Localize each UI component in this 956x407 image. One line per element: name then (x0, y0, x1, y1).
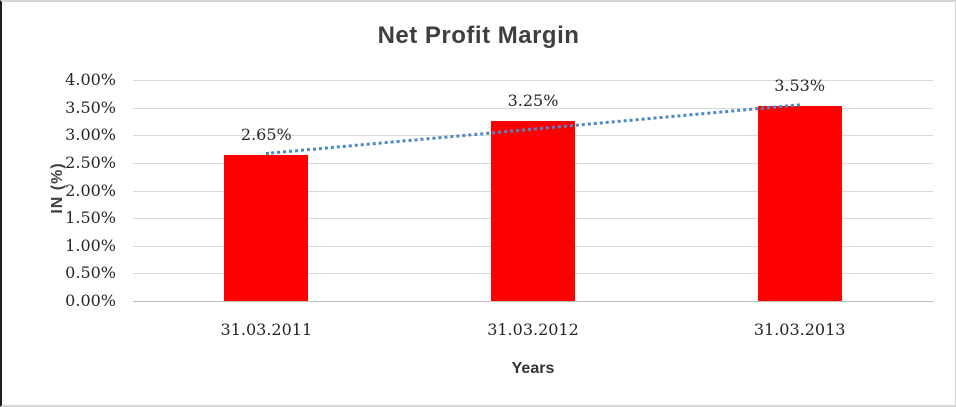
data-label: 3.25% (507, 91, 559, 111)
y-tick-label: 0.50% (65, 263, 116, 283)
x-tick-label: 31.03.2012 (487, 320, 579, 339)
y-tick-label: 4.00% (65, 70, 116, 89)
data-label: 3.53% (774, 75, 826, 95)
x-axis-line (133, 301, 933, 302)
y-tick-label: 0.00% (65, 291, 116, 310)
y-tick-label: 3.50% (65, 97, 116, 117)
y-tick-label: 2.50% (65, 152, 116, 172)
y-tick-label: 3.00% (65, 125, 116, 145)
gridline (133, 107, 933, 109)
y-tick-label: 2.00% (65, 180, 116, 200)
x-axis-title: Years (511, 360, 555, 377)
bar-31.03.2012 (491, 121, 575, 301)
y-tick-label: 1.00% (65, 235, 116, 255)
bar-31.03.2013 (757, 105, 842, 301)
bar-31.03.2011 (224, 154, 309, 301)
data-label: 2.65% (240, 124, 292, 144)
x-tick-label: 31.03.2013 (753, 320, 846, 339)
chart-title: Net Profit Margin (377, 22, 580, 49)
gridline (133, 80, 933, 81)
x-tick-label: 31.03.2011 (220, 320, 313, 339)
y-tick-label: 1.50% (65, 208, 116, 228)
